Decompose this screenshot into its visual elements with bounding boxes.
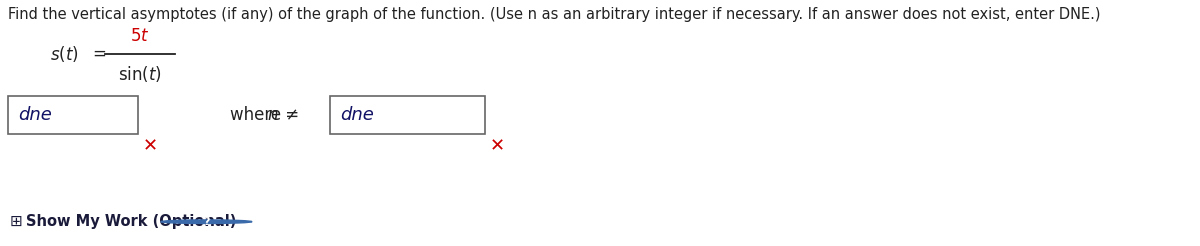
Text: where: where bbox=[230, 106, 287, 124]
Text: ⊞: ⊞ bbox=[10, 214, 23, 229]
FancyBboxPatch shape bbox=[330, 96, 485, 134]
Text: Find the vertical asymptotes (if any) of the graph of the function. (Use n as an: Find the vertical asymptotes (if any) of… bbox=[8, 7, 1100, 22]
Text: dne: dne bbox=[18, 106, 52, 124]
Text: $\sin(t)$: $\sin(t)$ bbox=[118, 64, 162, 84]
Text: $5t$: $5t$ bbox=[130, 27, 150, 45]
Text: Show My Work (Optional): Show My Work (Optional) bbox=[26, 214, 236, 229]
Text: ❓: ❓ bbox=[202, 215, 209, 228]
Text: ?: ? bbox=[203, 217, 210, 227]
Text: ✕: ✕ bbox=[143, 137, 158, 155]
Text: ✕: ✕ bbox=[490, 137, 505, 155]
FancyBboxPatch shape bbox=[8, 96, 138, 134]
Text: dne: dne bbox=[340, 106, 374, 124]
Text: =: = bbox=[92, 45, 106, 63]
Circle shape bbox=[161, 220, 252, 223]
Text: $s(t)$: $s(t)$ bbox=[50, 44, 79, 64]
Text: ≠: ≠ bbox=[280, 106, 305, 124]
Text: n: n bbox=[266, 106, 277, 124]
